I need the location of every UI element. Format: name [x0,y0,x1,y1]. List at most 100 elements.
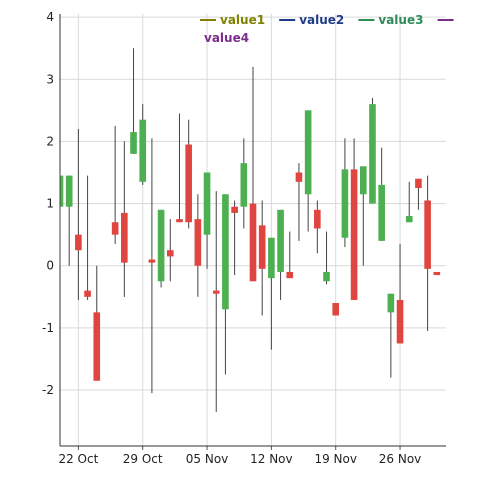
candle [341,138,349,248]
candle-body-down [212,290,220,294]
legend-label: value3 [378,13,423,27]
candle [212,191,220,412]
candle-body-up [359,166,367,195]
x-tick-labels: 22 Oct 29 Oct 05 Nov 12 Nov 19 Nov 26 Nov [58,452,421,466]
candle [176,113,183,223]
candle-body-up [203,172,211,235]
x-tick-label: 29 Oct [123,452,163,466]
candle-body-down [111,222,119,235]
candle [323,231,330,285]
candle [332,303,340,316]
candle [93,265,101,381]
x-tick-label: 22 Oct [58,452,98,466]
candle-body-down [194,219,202,266]
candle-body-up [60,175,64,207]
candle [222,194,229,375]
candle-body-up [240,163,248,207]
candle-body-up [387,293,395,313]
candle [268,237,275,350]
candle-body-down [332,303,340,316]
candle-body-up [405,216,413,223]
candle-body-up [65,175,73,207]
legend: value1 value2 value3 value4 [200,13,454,45]
candle [277,209,284,300]
candle-body-down [415,178,422,189]
candle [111,125,119,244]
x-tick-label: 19 Nov [314,452,357,466]
candle-body-down [258,225,266,269]
candle-body-down [121,212,128,263]
candle [405,181,413,223]
candle [139,104,147,185]
candle-body-up [277,209,284,272]
candle [185,119,192,229]
y-tick-label: 1 [46,197,54,211]
y-tick-label: 4 [46,10,54,24]
candle-body-down [75,234,82,251]
candle [378,147,385,241]
candle [194,194,202,297]
candle-body-down [350,169,358,300]
candle [121,141,128,297]
candle [203,172,211,269]
candle-body-down [314,209,321,229]
candle [240,138,248,229]
legend-label: value2 [299,13,344,27]
legend-label: value4 [204,31,249,45]
y-tick-label: -1 [42,321,54,335]
candle-body-down [185,144,192,223]
candle-body-down [176,219,183,223]
candle [369,97,376,204]
candle-body-down [93,312,101,381]
candle [433,271,441,276]
candle-body-up [130,132,137,154]
candle [350,138,358,300]
candle-body-up [341,169,349,238]
candle [314,200,321,254]
candle [130,48,137,154]
x-tick-label: 26 Nov [379,452,422,466]
candle-body-down [295,172,303,182]
candle-body-up [139,119,147,182]
candle [396,243,404,344]
candle-body-down [433,271,441,276]
candle [65,175,73,266]
candle [258,200,266,316]
candle [59,172,64,266]
candle [231,200,238,276]
candle [295,163,303,241]
candle-body-down [231,206,238,213]
candle-body-down [166,250,174,257]
candle [359,166,367,266]
candle-body-up [378,184,385,241]
candle [148,138,156,394]
candle-body-up [323,271,330,282]
candle-body-down [286,271,294,279]
candle-body-down [148,259,156,263]
candle [84,175,91,300]
x-tick-label: 12 Nov [250,452,293,466]
candle-body-up [268,237,275,279]
candle-body-up [304,110,312,195]
candle [166,219,174,282]
candle-body-up [222,194,229,310]
y-tick-label: 3 [46,72,54,86]
candle [249,66,257,282]
candle [387,293,395,378]
candle-body-down [249,203,257,282]
y-tick-label: 2 [46,134,54,148]
candle-body-up [369,104,376,204]
candle-body-down [424,200,431,269]
y-tick-labels: -2 -1 0 1 2 3 4 [42,10,54,397]
candle [75,128,82,300]
candle-body-down [396,299,404,344]
candle-body-down [84,290,91,297]
candle [157,209,165,288]
candle [424,175,431,332]
y-tick-label: -2 [42,383,54,397]
candles [59,48,441,412]
candle-body-up [157,209,165,282]
candle [415,178,422,210]
